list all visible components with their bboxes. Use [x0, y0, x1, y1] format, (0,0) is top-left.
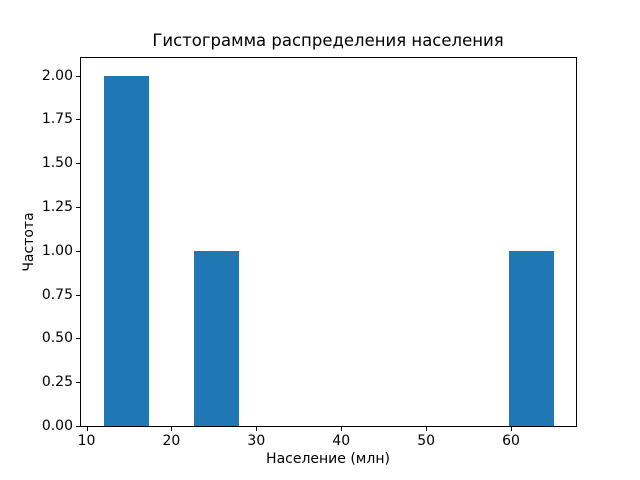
- histogram-bar: [508, 250, 554, 426]
- histogram-bar: [193, 250, 239, 426]
- x-tick: [171, 427, 173, 431]
- y-tick-label: 0.25: [41, 374, 73, 391]
- x-tick: [256, 427, 258, 431]
- x-tick-label: 50: [417, 433, 436, 449]
- y-tick: [76, 426, 80, 427]
- x-tick-label: 20: [162, 433, 181, 449]
- y-tick-label: 0.75: [41, 286, 73, 303]
- y-tick: [76, 250, 80, 252]
- plot-area: [80, 57, 577, 427]
- y-tick-label: 1.25: [41, 198, 73, 215]
- y-axis-label: Частота: [21, 212, 37, 272]
- y-tick-label: 0.00: [41, 418, 73, 434]
- y-tick: [76, 119, 80, 121]
- chart-title: Гистограмма распределения населения: [152, 31, 504, 50]
- x-tick-label: 30: [247, 433, 266, 449]
- y-tick: [76, 382, 80, 384]
- x-tick-label: 40: [332, 433, 351, 449]
- x-axis-label: Население (млн): [266, 451, 390, 467]
- x-tick: [426, 427, 428, 431]
- y-tick: [76, 163, 80, 165]
- histogram-bar: [103, 75, 149, 426]
- x-tick: [341, 427, 343, 431]
- y-tick-label: 1.50: [41, 155, 73, 172]
- x-tick-label: 10: [77, 433, 96, 449]
- y-tick-label: 0.50: [41, 330, 73, 347]
- y-tick: [76, 206, 80, 208]
- y-tick: [76, 294, 80, 296]
- x-tick: [511, 427, 513, 431]
- y-tick-label: 2.00: [41, 67, 73, 84]
- y-tick-label: 1.75: [41, 111, 73, 128]
- x-tick: [86, 427, 88, 431]
- x-tick-label: 60: [502, 433, 520, 449]
- y-tick: [76, 75, 80, 77]
- y-tick-label: 1.00: [41, 242, 73, 259]
- y-tick: [76, 338, 80, 340]
